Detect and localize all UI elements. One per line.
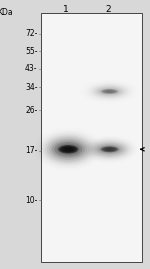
Ellipse shape [101,89,118,94]
Ellipse shape [104,90,115,93]
Ellipse shape [60,146,76,153]
Ellipse shape [92,142,127,157]
Ellipse shape [97,144,122,154]
Text: 17-: 17- [25,146,38,155]
Ellipse shape [105,148,114,151]
Text: KDa: KDa [0,8,13,17]
Text: 26-: 26- [25,106,38,115]
Ellipse shape [99,88,120,95]
Text: 1: 1 [63,5,69,15]
Ellipse shape [47,137,90,161]
Ellipse shape [103,147,116,151]
Bar [41,13,142,262]
Ellipse shape [45,135,92,163]
Ellipse shape [99,145,120,153]
Ellipse shape [49,139,87,160]
Text: 10-: 10- [25,196,38,205]
Ellipse shape [106,148,112,150]
Ellipse shape [57,144,80,155]
Ellipse shape [63,147,73,151]
Ellipse shape [102,89,117,94]
Ellipse shape [95,143,124,156]
Ellipse shape [62,146,75,152]
Ellipse shape [105,90,114,93]
Ellipse shape [54,142,82,157]
Ellipse shape [100,146,118,152]
Ellipse shape [52,140,85,158]
Ellipse shape [65,148,72,151]
Text: 2: 2 [105,5,111,15]
Text: 55-: 55- [25,47,38,56]
Text: 34-: 34- [25,83,38,92]
Text: 72-: 72- [25,29,38,38]
Ellipse shape [58,145,78,154]
Ellipse shape [102,147,117,152]
Text: 43-: 43- [25,64,38,73]
